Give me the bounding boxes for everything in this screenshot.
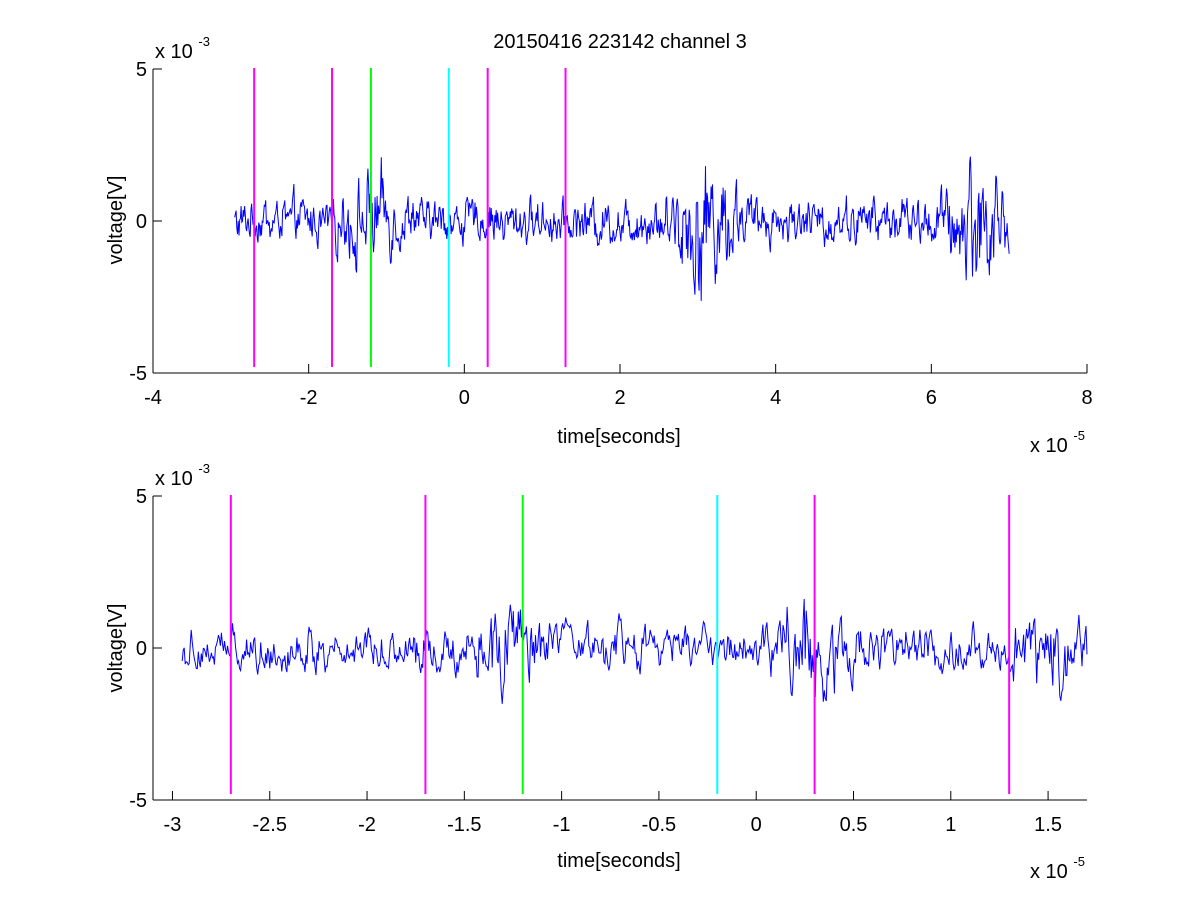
- bottom-plot-area: -3 -2.5 -2 -1.5 -1 -0.5 0 0.5 1 1.5 -5 0 5: [129, 486, 1088, 836]
- top-plot-area: -4 -2 0 2 4 6 8 -5 0 5: [129, 59, 1092, 409]
- bottom-y-exponent-power: -3: [198, 461, 210, 476]
- bottom-y-exponent-base: x 10: [155, 468, 193, 490]
- bottom-x-tick-label: -2.5: [253, 814, 287, 836]
- bottom-x-tick-label: -1: [553, 814, 571, 836]
- bottom-x-tick-label: 0.5: [840, 814, 868, 836]
- top-x-tick-label: -4: [144, 387, 162, 409]
- bottom-x-tick-label: -1.5: [447, 814, 481, 836]
- top-xlabel: time[seconds]: [557, 426, 680, 448]
- top-x-tick-label: -2: [300, 387, 318, 409]
- top-y-exponent-power: -3: [198, 34, 210, 49]
- bottom-x-tick-label: 0: [751, 814, 762, 836]
- bottom-y-tick-label: 5: [136, 486, 147, 508]
- bottom-ylabel: voltage[V]: [105, 604, 127, 693]
- top-x-tick-label: 6: [926, 387, 937, 409]
- top-y-exponent-base: x 10: [155, 41, 193, 63]
- bottom-x-tick-label: -2: [358, 814, 376, 836]
- top-x-exponent-power: -5: [1073, 428, 1085, 443]
- top-x-tick-label: 2: [614, 387, 625, 409]
- top-x-tick-label: 8: [1081, 387, 1092, 409]
- bottom-x-tick-label: 1: [945, 814, 956, 836]
- bottom-x-exponent-base: x 10: [1030, 861, 1068, 883]
- top-subplot: -4 -2 0 2 4 6 8 -5 0 5 time[seconds] voltage[V] x…: [105, 34, 1093, 457]
- top-y-tick-label: 0: [136, 211, 147, 233]
- bottom-y-tick-label: -5: [129, 790, 147, 812]
- bottom-x-tick-label: -0.5: [642, 814, 676, 836]
- bottom-xlabel: time[seconds]: [557, 850, 680, 872]
- bottom-x-exponent: x 10 -5: [1030, 854, 1085, 883]
- bottom-subplot: -3 -2.5 -2 -1.5 -1 -0.5 0 0.5 1 1.5 -5 0 5 time[seco…: [105, 461, 1088, 883]
- bottom-x-exponent-power: -5: [1073, 854, 1085, 869]
- top-x-exponent: x 10 -5: [1030, 428, 1085, 457]
- bottom-x-tick-label: 1.5: [1034, 814, 1062, 836]
- top-signal-trace: [234, 156, 1010, 301]
- top-x-tick-label: 4: [770, 387, 781, 409]
- top-x-exponent-base: x 10: [1030, 435, 1068, 457]
- bottom-y-tick-label: 0: [136, 638, 147, 660]
- top-y-exponent: x 10 -3: [155, 34, 210, 63]
- bottom-signal-trace: [181, 598, 1088, 704]
- top-x-tick-label: 0: [459, 387, 470, 409]
- top-y-tick-label: 5: [136, 59, 147, 81]
- bottom-y-exponent: x 10 -3: [155, 461, 210, 490]
- top-ylabel: voltage[V]: [105, 176, 127, 265]
- bottom-x-tick-label: -3: [164, 814, 182, 836]
- top-y-tick-label: -5: [129, 363, 147, 385]
- figure-title: 20150416 223142 channel 3: [493, 31, 747, 53]
